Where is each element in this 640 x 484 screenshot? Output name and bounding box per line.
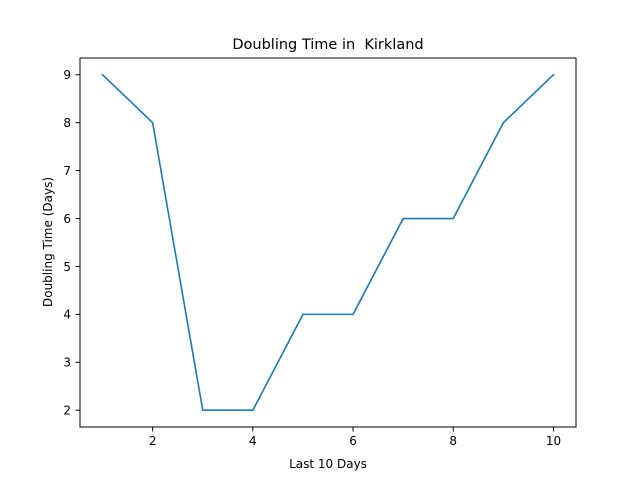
- y-tick-label: 3: [63, 356, 71, 370]
- x-tick-label: 2: [149, 434, 157, 448]
- x-tick-label: 6: [349, 434, 357, 448]
- data-point: [151, 121, 154, 124]
- series-line-0: [101, 73, 555, 412]
- y-tick-label: 5: [63, 260, 71, 274]
- data-point: [502, 121, 505, 124]
- y-axis-label: Doubling Time (Days): [41, 177, 55, 307]
- axes-frame: [79, 57, 577, 428]
- data-point: [101, 73, 104, 76]
- y-tick-label: 8: [63, 116, 71, 130]
- x-tick-label: 4: [249, 434, 257, 448]
- x-axis-label: Last 10 Days: [289, 457, 367, 471]
- data-point: [302, 313, 304, 316]
- chart-title: Doubling Time in Kirkland: [232, 37, 423, 53]
- data-point: [352, 313, 354, 316]
- y-tick-label: 7: [63, 164, 71, 178]
- data-point: [201, 409, 204, 412]
- data-point: [452, 217, 455, 220]
- y-tick-label: 9: [63, 68, 71, 82]
- y-tick-label: 6: [63, 212, 71, 226]
- y-tick-label: 4: [63, 308, 71, 322]
- data-point: [402, 217, 404, 220]
- plot-area: 2 4 6 8 10 2 3 4 5 6 7 8 9: [63, 57, 577, 448]
- y-tick-label: 2: [63, 404, 71, 418]
- x-tick-label: 8: [449, 434, 457, 448]
- x-tick-label: 10: [546, 434, 561, 448]
- data-point: [552, 73, 555, 76]
- data-point: [252, 409, 254, 412]
